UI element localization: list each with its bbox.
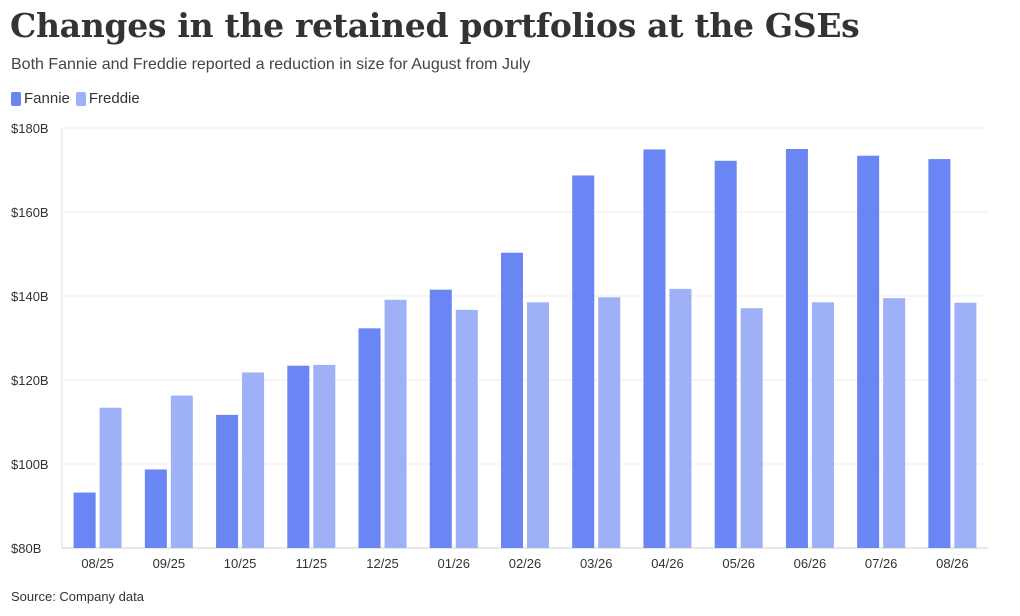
x-tick-label: 08/26 (936, 556, 969, 571)
bar-fannie-12-25[interactable] (358, 328, 381, 548)
legend-item-fannie[interactable]: Fannie (11, 90, 70, 107)
x-tick-label: 01/26 (437, 556, 470, 571)
chart-title: Changes in the retained portfolios at th… (10, 6, 860, 45)
x-tick-label: 10/25 (224, 556, 257, 571)
bar-chart: $80B $100B $120B $140B $160B $180B 08/25 09/25 1… (11, 121, 988, 571)
bar-fannie-09-25[interactable] (144, 469, 167, 548)
chart-subtitle: Both Fannie and Freddie reported a reduc… (11, 56, 531, 73)
legend: Fannie Freddie (11, 90, 146, 107)
bar-fannie-10-25[interactable] (216, 414, 239, 548)
bar-freddie-04-26[interactable] (669, 288, 692, 548)
bar-freddie-08-25[interactable] (99, 407, 122, 548)
x-tick-label: 12/25 (366, 556, 399, 571)
legend-swatch-freddie (75, 91, 86, 106)
x-tick-label: 02/26 (509, 556, 542, 571)
x-tick-label: 07/26 (865, 556, 898, 571)
source-note: Source: Company data (11, 589, 144, 604)
x-tick-label: 05/26 (722, 556, 755, 571)
bar-freddie-07-26[interactable] (883, 298, 906, 548)
bar-freddie-11-25[interactable] (313, 364, 336, 548)
bar-fannie-04-26[interactable] (643, 149, 666, 549)
bar-fannie-07-26[interactable] (857, 155, 880, 548)
y-tick-label: $180B (11, 121, 49, 136)
bar-freddie-09-25[interactable] (170, 395, 193, 548)
bar-fannie-08-26[interactable] (928, 159, 951, 548)
bar-freddie-05-26[interactable] (740, 308, 763, 548)
bar-fannie-03-26[interactable] (572, 175, 595, 548)
bar-fannie-05-26[interactable] (714, 160, 737, 548)
bar-freddie-06-26[interactable] (811, 302, 834, 548)
bar-fannie-02-26[interactable] (501, 252, 523, 549)
legend-label-fannie: Fannie (24, 90, 70, 107)
bar-freddie-12-25[interactable] (384, 299, 407, 548)
y-tick-label: $160B (11, 205, 49, 220)
y-tick-label: $140B (11, 289, 49, 304)
legend-label-freddie: Freddie (88, 90, 140, 107)
x-tick-label: 08/25 (81, 556, 114, 571)
bar-freddie-08-26[interactable] (954, 302, 977, 548)
legend-item-freddie[interactable]: Freddie (75, 90, 140, 107)
bar-freddie-03-26[interactable] (598, 297, 621, 548)
y-tick-label: $120B (11, 373, 49, 388)
x-tick-label: 03/26 (580, 556, 613, 571)
y-tick-label: $80B (11, 541, 41, 556)
x-tick-label: 06/26 (794, 556, 827, 571)
bar-fannie-06-26[interactable] (785, 149, 808, 548)
bar-fannie-08-25[interactable] (73, 492, 96, 548)
legend-swatch-fannie (11, 91, 21, 106)
x-tick-label: 09/25 (153, 556, 186, 571)
bar-freddie-10-25[interactable] (242, 372, 265, 548)
x-tick-label: 04/26 (651, 556, 684, 571)
x-tick-label: 11/25 (296, 556, 328, 571)
bar-fannie-01-26[interactable] (429, 289, 452, 548)
bar-fannie-11-25[interactable] (287, 365, 310, 548)
y-tick-label: $100B (11, 457, 49, 472)
bar-freddie-02-26[interactable] (527, 302, 549, 548)
bar-freddie-01-26[interactable] (455, 309, 478, 548)
